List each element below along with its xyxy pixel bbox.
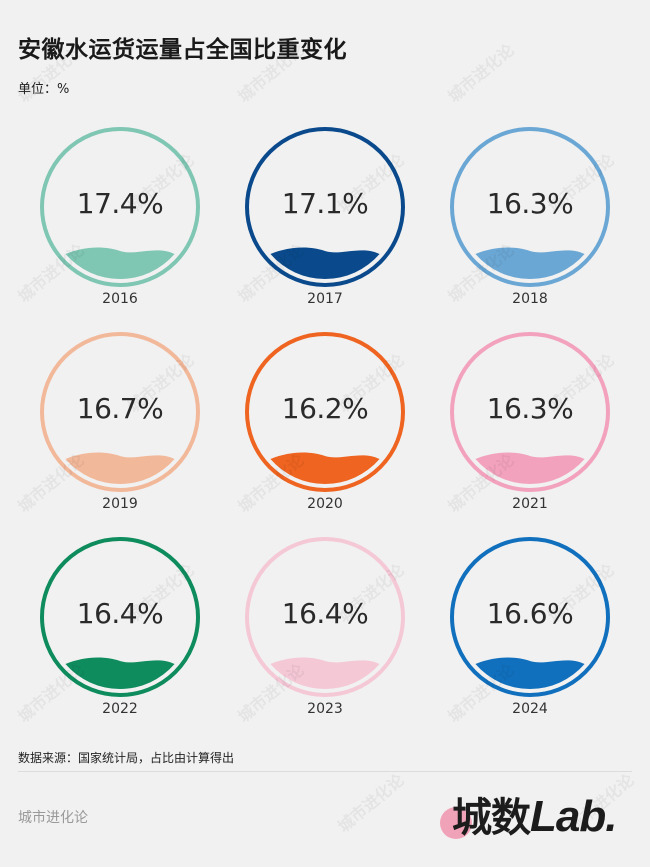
logo-text: 城数Lab. (452, 785, 617, 843)
gauge-2019: 16.7% 2019 (35, 330, 205, 525)
gauge-value: 16.2% (281, 392, 369, 425)
chart-title: 安徽水运货运量占全国比重变化 (18, 37, 347, 63)
watermark: 城市进化论 (444, 40, 518, 107)
gauge-ring-icon (450, 332, 610, 492)
gauge-year: 2022 (102, 701, 138, 717)
gauge-ring-icon (40, 332, 200, 492)
logo-en: Lab. (530, 792, 617, 841)
gauge-value: 16.6% (486, 597, 574, 630)
gauge-year: 2024 (512, 701, 548, 717)
footer-divider (18, 771, 632, 772)
gauge-2017: 17.1% 2017 (240, 125, 410, 320)
gauge-year: 2018 (512, 291, 548, 307)
data-source: 数据来源：国家统计局，占比由计算得出 (18, 751, 235, 765)
gauge-value: 17.1% (281, 187, 369, 220)
gauge-year: 2020 (307, 496, 343, 512)
gauge-2024: 16.6% 2024 (445, 535, 615, 730)
unit-label: 单位：% (18, 82, 70, 97)
brand-name: 城市进化论 (18, 810, 88, 826)
logo-cn: 城数 (452, 795, 531, 841)
gauge-ring-icon (40, 537, 200, 697)
gauge-value: 16.3% (486, 392, 574, 425)
gauge-year: 2017 (307, 291, 343, 307)
gauge-ring-icon (40, 127, 200, 287)
gauge-2020: 16.2% 2020 (240, 330, 410, 525)
gauge-year: 2016 (102, 291, 138, 307)
gauge-2022: 16.4% 2022 (35, 535, 205, 730)
gauge-year: 2019 (102, 496, 138, 512)
gauge-year: 2023 (307, 701, 343, 717)
gauge-value: 16.7% (76, 392, 164, 425)
gauge-value: 16.4% (76, 597, 164, 630)
gauge-year: 2021 (512, 496, 548, 512)
gauge-2018: 16.3% 2018 (445, 125, 615, 320)
gauge-2016: 17.4% 2016 (35, 125, 205, 320)
gauge-2023: 16.4% 2023 (240, 535, 410, 730)
logo-dot-icon (440, 807, 472, 839)
gauge-ring-icon (245, 537, 405, 697)
logo: 城数Lab. (440, 785, 640, 845)
gauge-value: 16.4% (281, 597, 369, 630)
gauge-value: 17.4% (76, 187, 164, 220)
gauge-value: 16.3% (486, 187, 574, 220)
gauge-2021: 16.3% 2021 (445, 330, 615, 525)
gauge-ring-icon (450, 127, 610, 287)
gauge-ring-icon (245, 332, 405, 492)
watermark: 城市进化论 (334, 770, 408, 837)
gauge-ring-icon (450, 537, 610, 697)
gauge-ring-icon (245, 127, 405, 287)
